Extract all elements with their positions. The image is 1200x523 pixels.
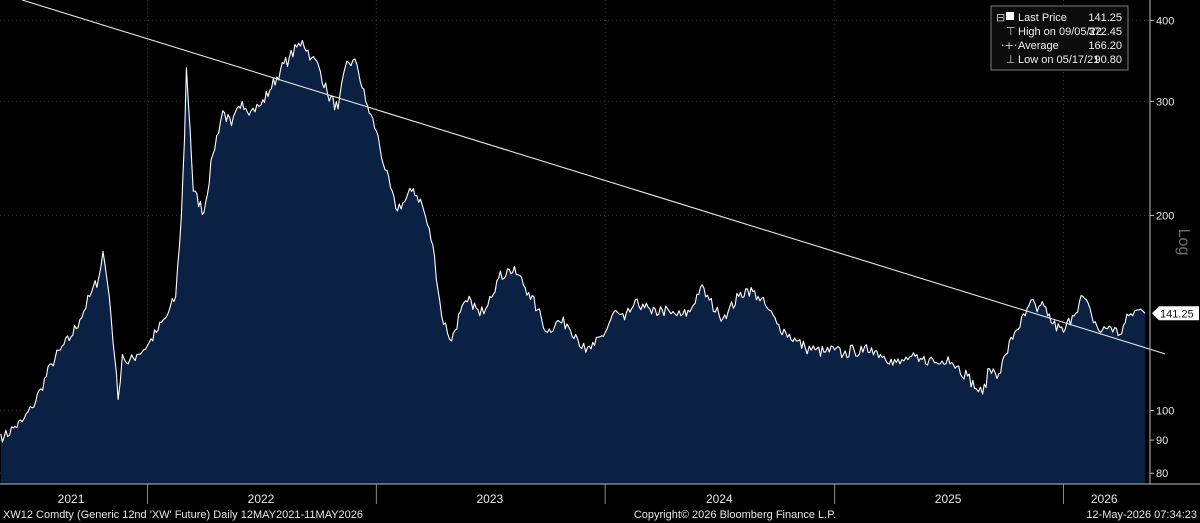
average-marker-icon: ·+·	[1001, 39, 1017, 52]
footer-timestamp: 12-May-2026 07:34:23	[1086, 509, 1197, 521]
y-tick-label: 400	[1156, 15, 1174, 27]
legend-row-last-price: ⊟ Last Price 141.25	[996, 11, 1122, 24]
legend-value: 372.45	[1088, 26, 1122, 38]
footer-copyright: Copyright© 2026 Bloomberg Finance L.P.	[634, 509, 836, 521]
grid-layer	[0, 0, 1150, 484]
y-tick-label: 80	[1156, 468, 1168, 480]
legend: ⊟ Last Price 141.25 ⊤ High on 09/05/22 3…	[990, 5, 1129, 71]
trend-line	[21, 0, 1166, 355]
y-tick-label: 100	[1156, 405, 1174, 417]
legend-value: 141.25	[1088, 12, 1122, 24]
last-value-tag: 141.25	[1152, 306, 1199, 321]
legend-row-average: ·+· Average 166.20	[1001, 39, 1122, 52]
legend-value: 166.20	[1088, 40, 1122, 52]
x-tick-label: 2025	[935, 492, 962, 506]
trend-layer	[21, 0, 1166, 355]
last-price-swatch-icon	[1006, 12, 1014, 20]
area-layer	[0, 39, 1146, 485]
x-tick-label: 2024	[706, 492, 733, 506]
price-line	[0, 39, 1146, 443]
last-value-tag-shape	[1152, 306, 1199, 321]
y-tick-label: 200	[1156, 210, 1174, 222]
legend-row-high: ⊤ High on 09/05/22 372.45	[1006, 25, 1122, 38]
high-marker-icon: ⊤	[1006, 25, 1016, 38]
x-tick-label: 2023	[476, 492, 503, 506]
low-marker-icon: ⊥	[1006, 53, 1016, 66]
legend-label: Low on 05/17/21	[1018, 54, 1099, 66]
legend-label: Last Price	[1018, 12, 1067, 24]
last-value-tag-text: 141.25	[1160, 308, 1194, 320]
footer: XW12 Comdty (Generic 12nd 'XW' Future) D…	[3, 509, 1197, 521]
legend-row-low: ⊥ Low on 05/17/21 90.80	[1006, 53, 1122, 66]
x-tick-label: 2022	[248, 492, 275, 506]
y-tick-label: 300	[1156, 96, 1174, 108]
legend-value: 90.80	[1094, 54, 1122, 66]
footer-security-description: XW12 Comdty (Generic 12nd 'XW' Future) D…	[3, 509, 363, 521]
x-tick-label: 2026	[1091, 492, 1118, 506]
axis-layer: 80 90 100 200 300 400 2021 2022 2023 2024 2025 2026	[0, 0, 1200, 506]
legend-label: Average	[1018, 40, 1059, 52]
x-tick-label: 2021	[58, 492, 85, 506]
y-tick-label: 90	[1156, 435, 1168, 447]
legend-label: High on 09/05/22	[1018, 26, 1102, 38]
price-area-fill	[0, 40, 1145, 485]
scale-label[interactable]: Log	[1175, 229, 1192, 256]
legend-collapse-icon[interactable]: ⊟	[996, 11, 1005, 24]
